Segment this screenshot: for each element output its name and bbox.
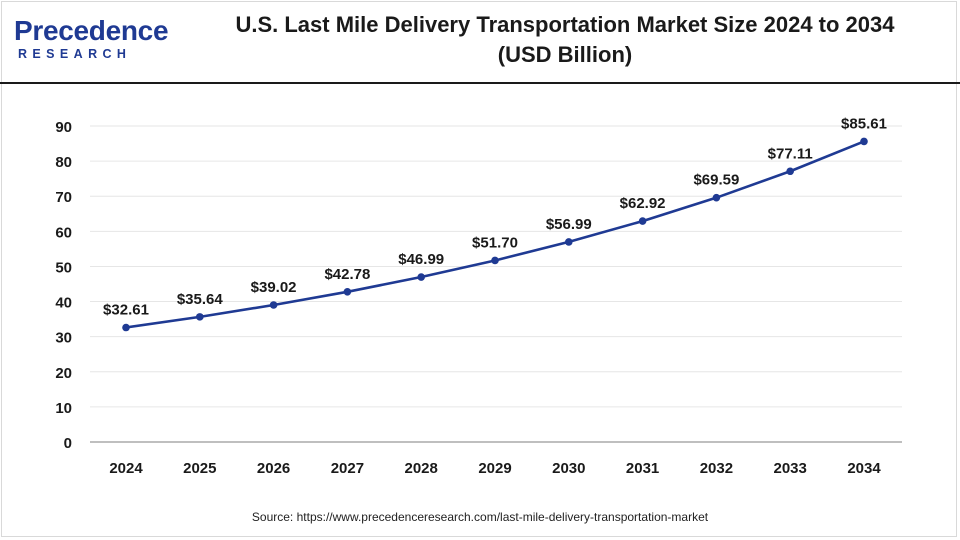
x-tick-label-2025: 2025 [183,460,216,477]
x-tick-label-2030: 2030 [552,460,585,477]
logo-initial: P [14,15,33,46]
x-tick-label-2033: 2033 [774,460,807,477]
data-point-2034 [860,137,868,146]
y-tick-label-10: 10 [55,400,72,417]
series-market-size [122,137,868,332]
data-point-2031 [638,217,647,225]
x-tick-label-2032: 2032 [700,460,733,477]
y-tick-label-90: 90 [55,119,72,136]
x-tick-label-2024: 2024 [109,460,143,477]
data-point-2026 [269,301,278,309]
logo-brand-main: recedence [32,15,169,46]
logo-brand-sub: RESEARCH [18,47,132,61]
y-tick-label-70: 70 [55,189,72,206]
y-tick-label-40: 40 [55,295,72,312]
data-label-2026: $39.02 [251,279,297,296]
chart-title-line2: (USD Billion) [497,42,633,67]
grid-lines [90,125,902,408]
chart-header: Precedence RESEARCH U.S. Last Mile Deliv… [0,0,960,84]
y-tick-label-50: 50 [55,259,72,276]
data-label-2033: $77.11 [768,145,813,162]
data-point-2025 [196,313,204,321]
data-label-2024: $32.61 [103,302,149,319]
data-point-2032 [712,193,721,202]
data-point-2027 [343,287,352,296]
y-tick-label-60: 60 [55,224,72,241]
precedence-research-logo: Precedence RESEARCH [14,14,169,66]
chart-title: U.S. Last Mile Delivery Transportation M… [200,10,930,70]
data-label-2025: $35.64 [177,291,224,308]
data-point-2030 [565,238,573,246]
data-label-2029: $51.70 [472,234,518,251]
y-tick-label-80: 80 [55,154,72,171]
y-axis-ticks: 0 10 20 30 40 50 60 70 80 90 [55,119,72,452]
x-tick-label-2034: 2034 [847,460,881,477]
x-tick-label-2026: 2026 [257,460,290,477]
y-tick-label-0: 0 [64,435,72,452]
data-label-2031: $62.92 [620,195,666,212]
data-point-2029 [491,256,499,265]
data-label-2028: $46.99 [398,251,444,268]
source-note: Source: https://www.precedenceresearch.c… [251,510,709,524]
chart-title-line1: U.S. Last Mile Delivery Transportation M… [235,12,895,37]
y-tick-label-30: 30 [55,330,72,347]
logo-wordmark: Precedence [14,14,169,48]
data-label-2034: $85.61 [841,115,887,132]
x-tick-label-2031: 2031 [626,460,659,477]
data-label-2027: $42.78 [324,266,370,283]
x-axis-ticks: 2024 2025 2026 2027 2028 2029 2030 2031 2032 2033… [109,460,881,477]
data-point-2028 [417,273,426,281]
x-tick-label-2029: 2029 [478,460,511,477]
data-point-2033 [786,167,794,176]
data-point-2024 [122,323,130,332]
data-label-2030: $56.99 [546,216,592,233]
data-labels: $32.61 $35.64 $39.02 $42.78 $46.99 $51.70 $56.… [103,115,887,318]
x-tick-label-2027: 2027 [331,460,364,477]
y-tick-label-20: 20 [55,365,72,382]
data-label-2032: $69.59 [693,172,739,189]
x-tick-label-2028: 2028 [405,460,438,477]
